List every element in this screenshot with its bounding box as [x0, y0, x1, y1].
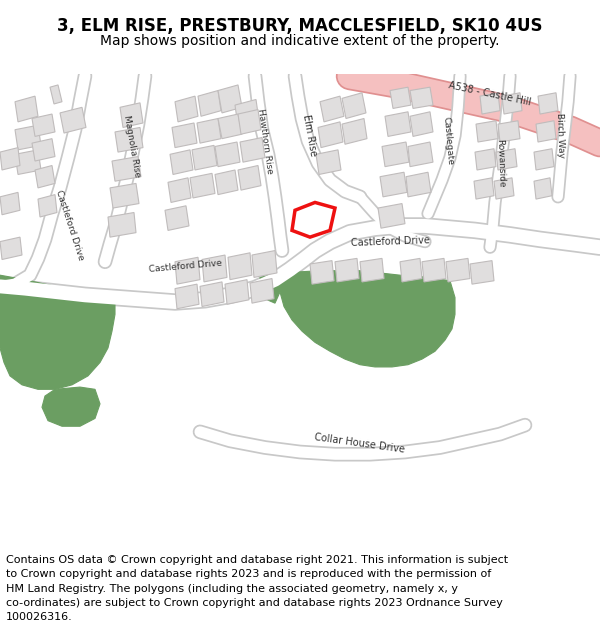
Polygon shape — [534, 149, 554, 170]
Polygon shape — [175, 284, 199, 309]
Polygon shape — [494, 178, 514, 199]
Polygon shape — [408, 142, 433, 167]
Polygon shape — [225, 279, 249, 304]
Polygon shape — [197, 119, 221, 143]
Polygon shape — [310, 261, 334, 284]
Polygon shape — [360, 258, 384, 282]
Text: Contains OS data © Crown copyright and database right 2021. This information is : Contains OS data © Crown copyright and d… — [6, 555, 508, 565]
Text: Birch Way: Birch Way — [555, 112, 565, 158]
Polygon shape — [320, 96, 344, 122]
Polygon shape — [198, 91, 221, 116]
Polygon shape — [60, 107, 86, 133]
Polygon shape — [0, 275, 115, 389]
Polygon shape — [390, 87, 411, 109]
Text: Elm Rise: Elm Rise — [301, 114, 319, 157]
Polygon shape — [50, 85, 62, 104]
Polygon shape — [250, 279, 274, 303]
Polygon shape — [400, 258, 422, 282]
Text: Magnolia Rise: Magnolia Rise — [122, 114, 142, 178]
Polygon shape — [342, 92, 366, 119]
Polygon shape — [238, 109, 261, 134]
Polygon shape — [342, 119, 367, 144]
Polygon shape — [112, 156, 141, 181]
Polygon shape — [202, 255, 227, 282]
Polygon shape — [318, 122, 343, 148]
Text: to Crown copyright and database rights 2023 and is reproduced with the permissio: to Crown copyright and database rights 2… — [6, 569, 491, 579]
Polygon shape — [446, 258, 470, 282]
Polygon shape — [235, 99, 259, 126]
Text: Hawthorn Rise: Hawthorn Rise — [256, 107, 274, 174]
Polygon shape — [410, 112, 433, 136]
Polygon shape — [470, 261, 494, 284]
Polygon shape — [108, 213, 136, 237]
Polygon shape — [496, 149, 517, 170]
Polygon shape — [534, 178, 552, 199]
Polygon shape — [165, 206, 189, 231]
Text: Castleford Drive: Castleford Drive — [350, 235, 430, 248]
Polygon shape — [280, 271, 455, 367]
Polygon shape — [335, 258, 359, 282]
Polygon shape — [502, 92, 522, 114]
Polygon shape — [498, 121, 520, 142]
Polygon shape — [168, 178, 191, 202]
Polygon shape — [238, 166, 261, 190]
Polygon shape — [316, 150, 341, 174]
Polygon shape — [406, 173, 431, 197]
Polygon shape — [192, 146, 217, 170]
Polygon shape — [410, 87, 433, 109]
Polygon shape — [38, 194, 57, 217]
Polygon shape — [0, 237, 22, 259]
Polygon shape — [385, 112, 411, 136]
Polygon shape — [120, 103, 143, 127]
Text: A538 - Castle Hill: A538 - Castle Hill — [448, 80, 532, 107]
Polygon shape — [0, 192, 20, 215]
Polygon shape — [200, 282, 224, 306]
Polygon shape — [170, 150, 193, 174]
Polygon shape — [476, 121, 498, 142]
Polygon shape — [252, 251, 277, 278]
Polygon shape — [378, 204, 405, 228]
Polygon shape — [32, 139, 55, 161]
Polygon shape — [32, 114, 55, 136]
Polygon shape — [240, 138, 265, 162]
Polygon shape — [218, 85, 242, 113]
Polygon shape — [172, 123, 197, 148]
Polygon shape — [382, 142, 409, 167]
Text: Map shows position and indicative extent of the property.: Map shows position and indicative extent… — [100, 34, 500, 48]
Text: HM Land Registry. The polygons (including the associated geometry, namely x, y: HM Land Registry. The polygons (includin… — [6, 584, 458, 594]
Polygon shape — [475, 149, 496, 170]
Text: 100026316.: 100026316. — [6, 612, 73, 622]
Polygon shape — [35, 166, 55, 188]
Polygon shape — [15, 125, 41, 150]
Text: 3, ELM RISE, PRESTBURY, MACCLESFIELD, SK10 4US: 3, ELM RISE, PRESTBURY, MACCLESFIELD, SK… — [57, 18, 543, 36]
Polygon shape — [480, 92, 500, 114]
Polygon shape — [215, 170, 238, 194]
Polygon shape — [538, 92, 558, 114]
Polygon shape — [110, 183, 139, 208]
Polygon shape — [175, 96, 198, 122]
Text: Rowanside: Rowanside — [494, 139, 505, 188]
Polygon shape — [190, 173, 215, 198]
Polygon shape — [228, 253, 252, 279]
Text: Collar House Drive: Collar House Drive — [314, 432, 406, 454]
Polygon shape — [536, 121, 556, 142]
Text: Castlegate: Castlegate — [442, 116, 455, 166]
Text: Castleford Drive: Castleford Drive — [148, 259, 222, 274]
Polygon shape — [175, 258, 200, 284]
Text: Castleford Drive: Castleford Drive — [55, 189, 86, 261]
Polygon shape — [380, 173, 407, 197]
Polygon shape — [42, 387, 100, 426]
Polygon shape — [260, 273, 280, 303]
Polygon shape — [422, 258, 446, 282]
Polygon shape — [15, 96, 38, 122]
Polygon shape — [15, 150, 41, 174]
Polygon shape — [474, 178, 494, 199]
Polygon shape — [215, 142, 240, 167]
Polygon shape — [115, 127, 143, 152]
Polygon shape — [0, 148, 20, 170]
Polygon shape — [218, 114, 242, 139]
Text: co-ordinates) are subject to Crown copyright and database rights 2023 Ordnance S: co-ordinates) are subject to Crown copyr… — [6, 598, 503, 608]
